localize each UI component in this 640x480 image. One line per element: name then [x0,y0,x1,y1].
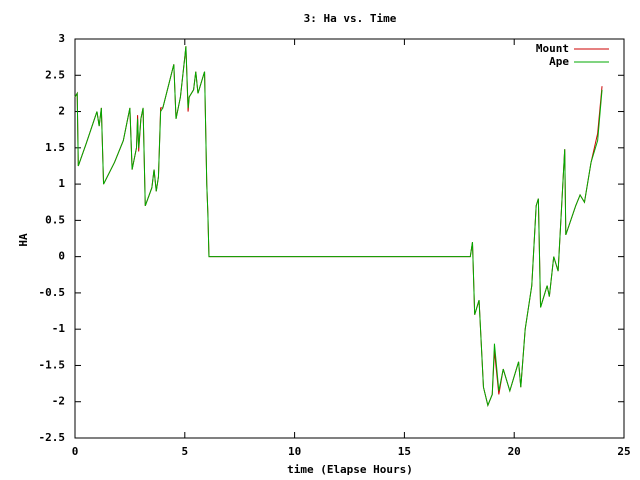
y-tick-label: 1.5 [45,141,65,154]
x-tick-label: 15 [398,445,411,458]
y-tick-label: -2.5 [39,431,66,444]
series-line [74,46,603,407]
y-tick-label: 2.5 [45,68,65,81]
x-axis-label: time (Elapse Hours) [287,463,413,476]
y-tick-label: 2 [58,105,65,118]
y-tick-label: -1 [52,322,66,335]
x-tick-label: 20 [508,445,521,458]
y-tick-label: 0.5 [45,213,65,226]
y-tick-label: 3 [58,32,65,45]
chart-title: 3: Ha vs. Time [304,12,397,25]
y-tick-label: 0 [58,250,65,263]
legend-label: Ape [549,55,569,68]
y-axis-label: HA [17,233,30,247]
x-tick-label: 25 [617,445,630,458]
x-tick-label: 10 [288,445,301,458]
y-tick-label: -2 [52,395,65,408]
plot-border [74,38,625,439]
y-tick-label: 1 [58,177,65,190]
x-tick-label: 5 [181,445,188,458]
x-tick-label: 0 [72,445,79,458]
y-tick-label: -0.5 [39,286,66,299]
legend-label: Mount [536,42,569,55]
y-tick-label: -1.5 [39,358,66,371]
